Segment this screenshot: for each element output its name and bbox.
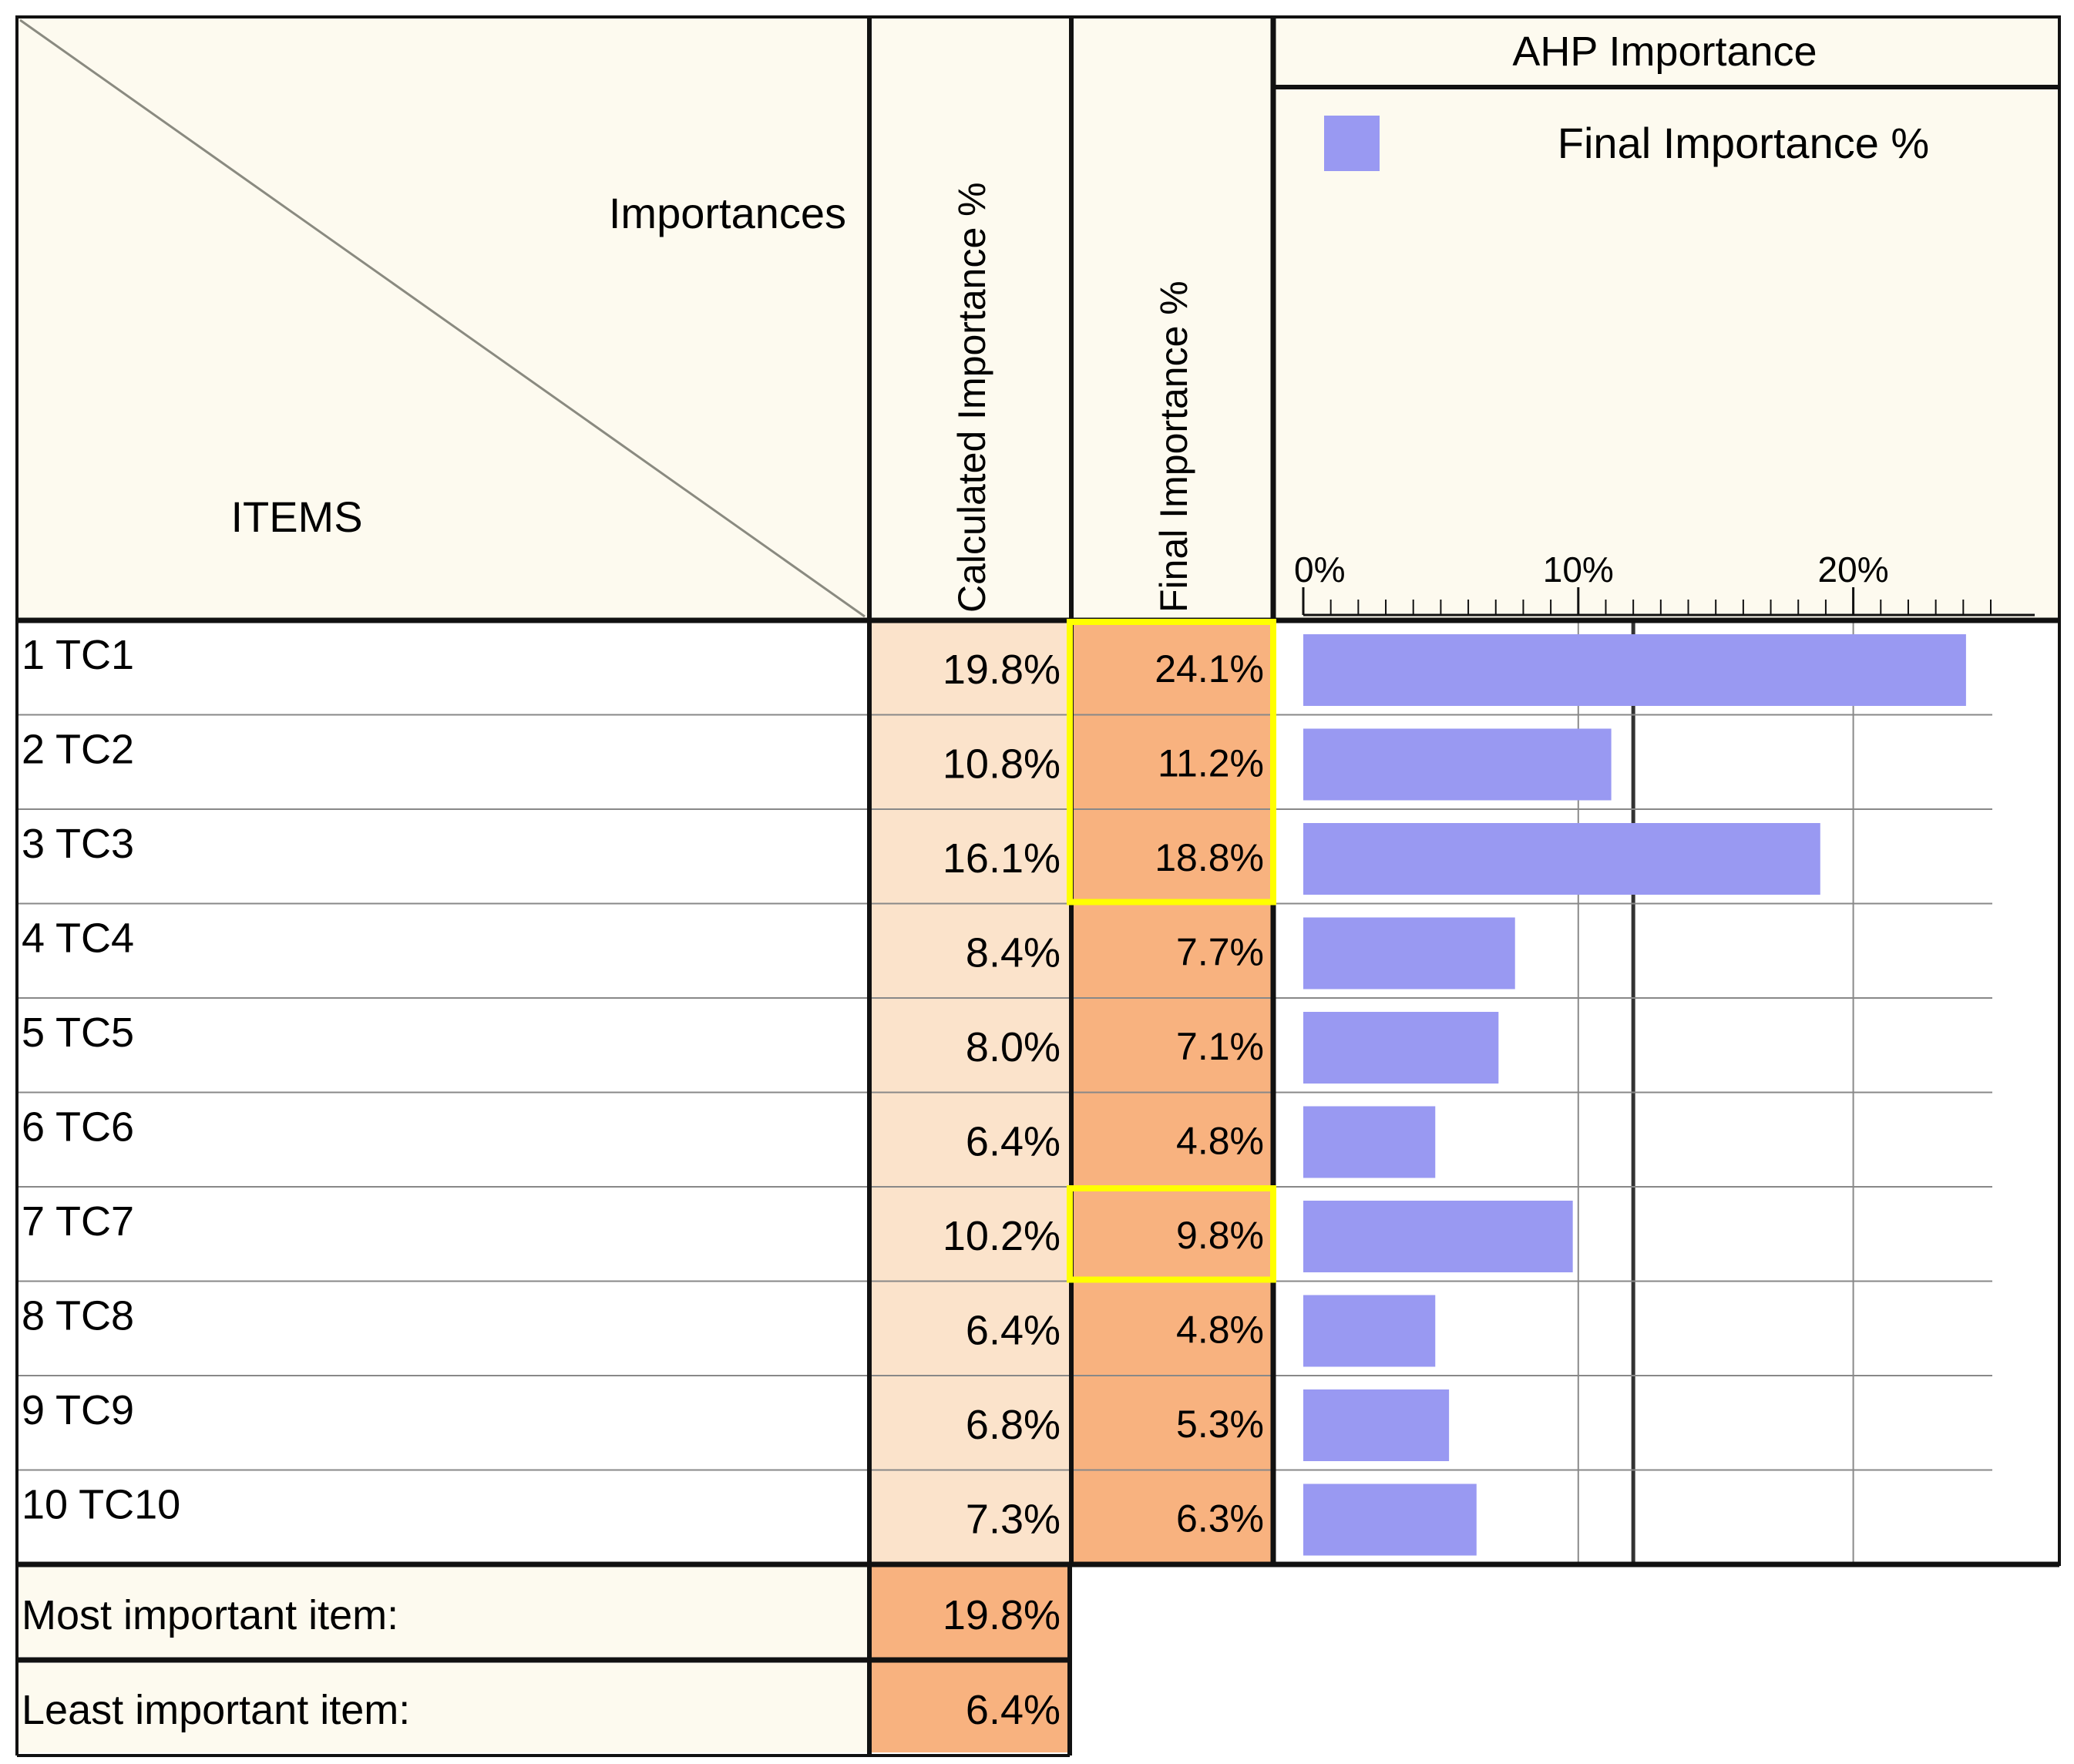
bar-7 <box>1303 1201 1573 1272</box>
calculated-importance-value: 8.4% <box>966 930 1061 976</box>
calculated-importance-value: 6.4% <box>966 1308 1061 1354</box>
most-important-value: 19.8% <box>943 1592 1061 1638</box>
bar-4 <box>1303 917 1515 990</box>
highlight-box <box>1067 1185 1276 1283</box>
corner-diagonal <box>19 18 866 618</box>
bar-6 <box>1303 1106 1436 1178</box>
final-importance-value: 4.8% <box>1176 1120 1264 1163</box>
item-label: 10 TC10 <box>22 1482 180 1528</box>
item-label: 9 TC9 <box>22 1387 134 1433</box>
calculated-importance-value: 10.2% <box>943 1213 1061 1259</box>
item-label: 6 TC6 <box>22 1104 134 1151</box>
items-column-background <box>17 620 869 1562</box>
calculated-importance-value: 7.3% <box>966 1497 1061 1543</box>
calculated-column-background <box>869 620 1070 1562</box>
least-important-row-background <box>17 1663 869 1752</box>
final-importance-value: 4.8% <box>1176 1309 1264 1352</box>
bar-1 <box>1303 634 1966 706</box>
table-rows: 1 TC1 19.8% 24.1% 2 TC2 10.8% 11.2% 3 TC3 16.1%… <box>17 632 2059 1564</box>
x-tick-label: 20% <box>1818 549 1889 590</box>
calculated-importance-value: 16.1% <box>943 835 1061 882</box>
final-importance-value: 6.3% <box>1176 1497 1264 1541</box>
final-importance-value: 5.3% <box>1176 1403 1264 1446</box>
calculated-importance-value: 6.8% <box>966 1402 1061 1448</box>
final-importance-header: Final Importance % <box>1152 281 1195 613</box>
header-background <box>17 17 2059 620</box>
final-importance-value: 24.1% <box>1155 647 1264 690</box>
chart-title: AHP Importance <box>1512 29 1817 75</box>
bar-10 <box>1303 1483 1477 1556</box>
bar-5 <box>1303 1012 1499 1084</box>
legend-swatch <box>1324 116 1380 171</box>
final-importance-value: 7.1% <box>1176 1025 1264 1068</box>
calculated-importance-value: 10.8% <box>943 741 1061 788</box>
x-tick-label: 0% <box>1294 549 1345 590</box>
legend-label: Final Importance % <box>1558 119 1929 167</box>
calculated-importance-value: 8.0% <box>966 1024 1061 1070</box>
highlight-box <box>1067 619 1276 906</box>
final-importance-value: 7.7% <box>1176 931 1264 974</box>
most-important-row-background <box>17 1566 869 1657</box>
item-label: 8 TC8 <box>22 1293 134 1339</box>
final-column-background <box>1070 620 1273 1562</box>
least-important-value: 6.4% <box>966 1687 1061 1733</box>
bar-2 <box>1303 728 1612 801</box>
least-important-label: Least important item: <box>22 1687 410 1733</box>
final-importance-value: 11.2% <box>1158 742 1264 785</box>
final-importance-value: 18.8% <box>1155 836 1264 879</box>
calculated-importance-header: Calculated Importance % <box>950 182 993 613</box>
x-tick-label: 10% <box>1543 549 1614 590</box>
item-label: 4 TC4 <box>22 916 134 962</box>
most-important-label: Most important item: <box>22 1592 398 1638</box>
item-label: 7 TC7 <box>22 1198 134 1245</box>
item-label: 2 TC2 <box>22 727 134 773</box>
bar-9 <box>1303 1389 1450 1461</box>
corner-items-label: ITEMS <box>230 492 362 541</box>
final-importance-value: 9.8% <box>1176 1214 1264 1257</box>
item-label: 1 TC1 <box>22 632 134 678</box>
bar-3 <box>1303 823 1820 895</box>
corner-importances-label: Importances <box>609 189 846 237</box>
highlight-boxes <box>1067 619 1276 1283</box>
item-label: 3 TC3 <box>22 821 134 867</box>
item-label: 5 TC5 <box>22 1010 134 1056</box>
calculated-importance-value: 19.8% <box>943 647 1061 693</box>
calculated-importance-value: 6.4% <box>966 1119 1061 1165</box>
bar-8 <box>1303 1295 1436 1367</box>
